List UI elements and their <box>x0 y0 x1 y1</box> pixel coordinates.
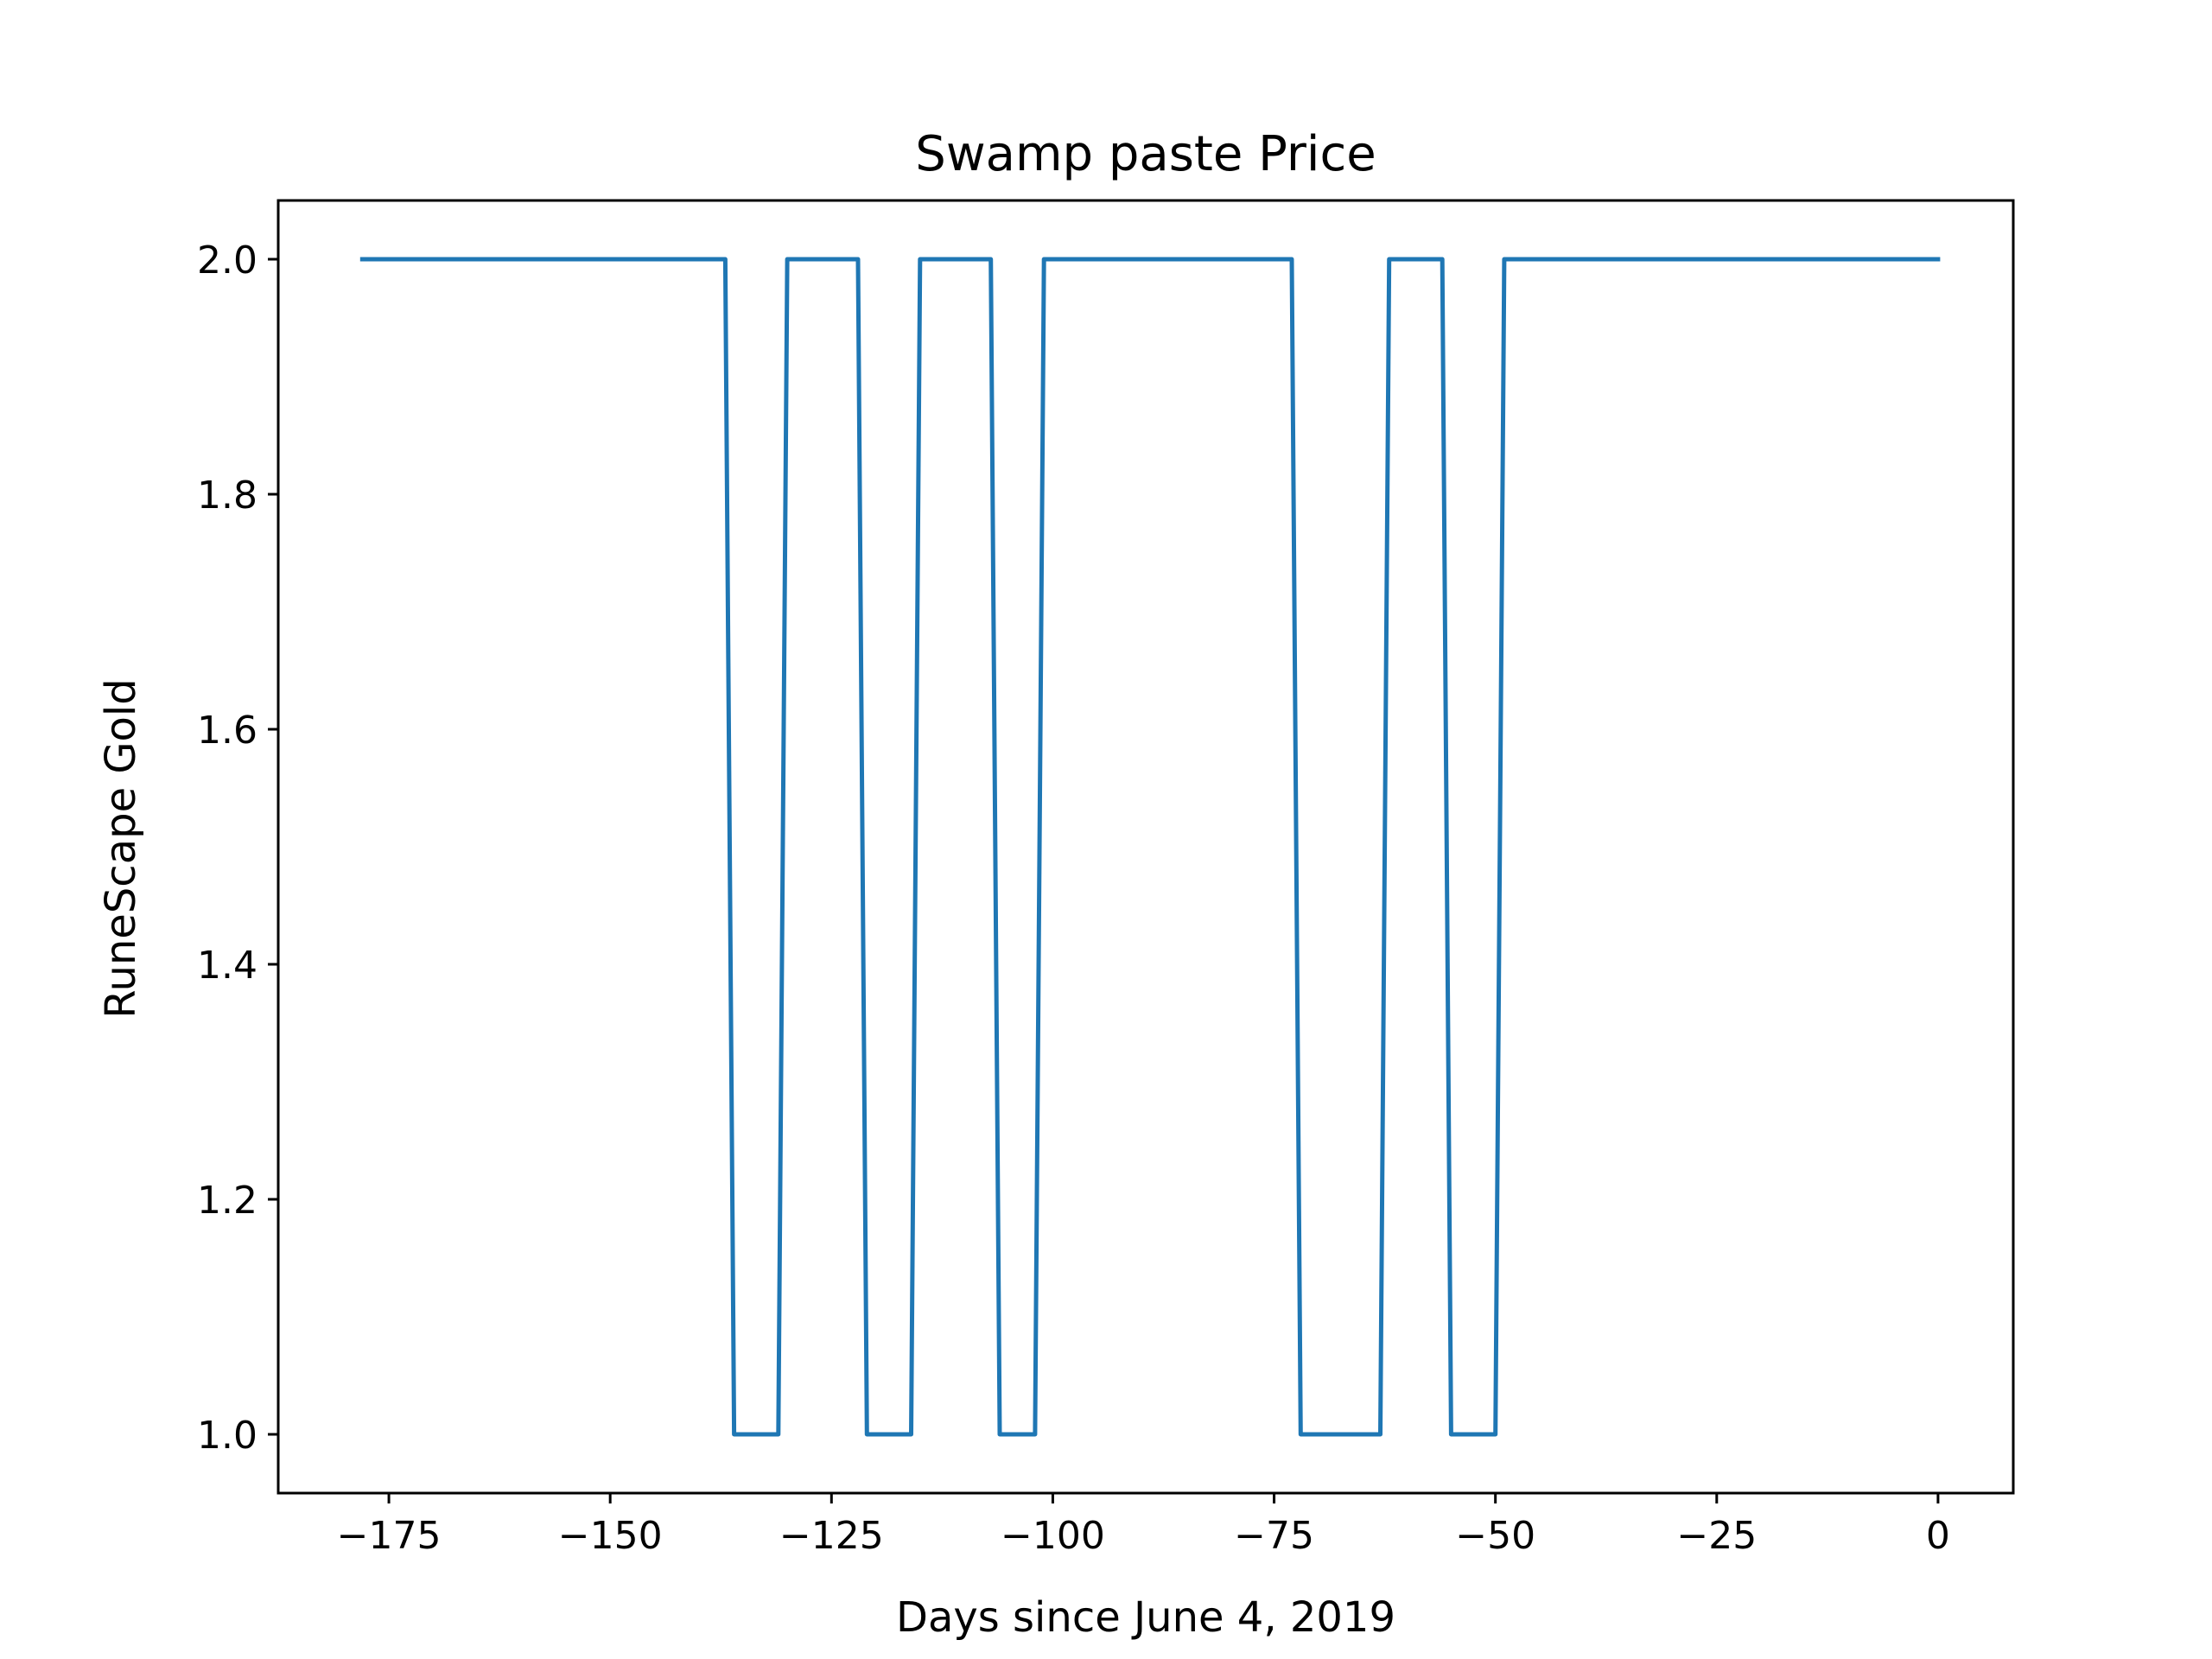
x-tick-label: 0 <box>1926 1514 1950 1558</box>
series-line <box>359 257 1941 1437</box>
x-axis-label: Days since June 4, 2019 <box>896 1593 1395 1642</box>
x-tick-label: −75 <box>1234 1514 1314 1558</box>
y-tick-label: 1.4 <box>197 944 257 988</box>
x-tick-label: −175 <box>337 1514 442 1558</box>
x-tick-label: −100 <box>1001 1514 1105 1558</box>
x-axis-ticks: −175 −150 −125 −100 −75 −50 −25 0 <box>337 1493 1950 1558</box>
x-tick-label: −50 <box>1455 1514 1535 1558</box>
y-axis-ticks: 1.0 1.2 1.4 1.6 1.8 2.0 <box>197 238 278 1458</box>
x-tick-label: −125 <box>779 1514 884 1558</box>
y-tick-label: 2.0 <box>197 238 257 283</box>
x-tick-label: −25 <box>1676 1514 1757 1558</box>
plot-area <box>359 257 1941 1437</box>
y-tick-label: 1.6 <box>197 709 257 753</box>
y-tick-label: 1.8 <box>197 474 257 518</box>
y-tick-label: 1.2 <box>197 1179 257 1223</box>
y-axis-label: RuneScape Gold <box>97 678 145 1018</box>
chart-title: Swamp paste Price <box>915 126 1376 182</box>
x-tick-label: −150 <box>558 1514 663 1558</box>
plot-frame <box>276 199 2015 1495</box>
y-tick-label: 1.0 <box>197 1414 257 1458</box>
